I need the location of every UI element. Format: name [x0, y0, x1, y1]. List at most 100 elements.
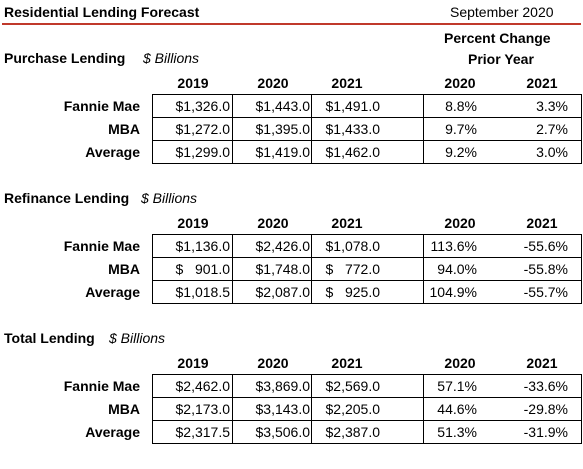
table-border	[311, 375, 312, 444]
section-title: Total Lending	[4, 330, 95, 346]
value-cell: $ 772.0	[325, 261, 381, 277]
column-header-2021: 2021	[331, 355, 363, 371]
pct-cell: -29.8%	[523, 401, 568, 417]
pct-cell: 44.6%	[437, 401, 477, 417]
value-cell: $2,462.0	[175, 378, 231, 394]
report-date: September 2020	[450, 4, 554, 20]
value-cell: $ 901.0	[175, 261, 231, 277]
pct-column-header-2021: 2021	[526, 355, 558, 371]
table-border	[423, 375, 424, 444]
section-title: Purchase Lending	[4, 50, 126, 66]
column-header-2019: 2019	[177, 75, 209, 91]
row-label: Fannie Mae	[63, 238, 140, 254]
pct-cell: 9.7%	[445, 121, 477, 137]
value-cell: $1,748.0	[255, 261, 311, 277]
row-underline	[152, 117, 582, 118]
value-cell: $2,087.0	[255, 284, 311, 300]
pct-cell: 3.3%	[536, 98, 568, 114]
value-cell: $3,506.0	[255, 424, 311, 440]
pct-cell: -33.6%	[523, 378, 568, 394]
row-underline	[152, 443, 582, 444]
value-cell: $1,272.0	[175, 121, 231, 137]
pct-cell: -55.6%	[523, 238, 568, 254]
section-unit: $ Billions	[141, 190, 198, 206]
column-header-2021: 2021	[331, 75, 363, 91]
section-unit: $ Billions	[143, 50, 200, 66]
value-cell: $3,869.0	[255, 378, 311, 394]
column-header-2020: 2020	[257, 75, 289, 91]
row-label: Average	[85, 284, 140, 300]
value-cell: $2,205.0	[325, 401, 381, 417]
header-underline	[152, 94, 582, 95]
value-cell: $1,078.0	[325, 238, 381, 254]
value-cell: $1,443.0	[255, 98, 311, 114]
pct-column-header-2021: 2021	[526, 75, 558, 91]
pct-cell: -31.9%	[523, 424, 568, 440]
value-cell: $1,136.0	[175, 238, 231, 254]
value-cell: $1,018.5	[175, 284, 231, 300]
table-border	[581, 235, 582, 304]
report-title: Residential Lending Forecast	[4, 4, 200, 20]
pct-cell: 2.7%	[536, 121, 568, 137]
pct-cell: 94.0%	[437, 261, 477, 277]
table-border	[152, 95, 153, 164]
pct-cell: 51.3%	[437, 424, 477, 440]
table-border	[311, 95, 312, 164]
table-border	[232, 235, 233, 304]
value-cell: $1,419.0	[255, 144, 311, 160]
value-cell: $1,326.0	[175, 98, 231, 114]
row-label: Average	[85, 424, 140, 440]
row-label: MBA	[108, 261, 140, 277]
value-cell: $1,491.0	[325, 98, 381, 114]
row-label: MBA	[108, 401, 140, 417]
row-label: MBA	[108, 121, 140, 137]
pct-cell: -55.8%	[523, 261, 568, 277]
row-underline	[152, 397, 582, 398]
column-header-2020: 2020	[257, 215, 289, 231]
value-cell: $2,317.5	[175, 424, 231, 440]
pct-column-header-2021: 2021	[526, 215, 558, 231]
pct-cell: -55.7%	[523, 284, 568, 300]
pct-change-header-line2: Prior Year	[468, 51, 534, 67]
table-border	[232, 375, 233, 444]
row-underline	[152, 140, 582, 141]
value-cell: $1,299.0	[175, 144, 231, 160]
value-cell: $ 925.0	[325, 284, 381, 300]
row-underline	[152, 163, 582, 164]
column-header-2019: 2019	[177, 215, 209, 231]
table-border	[423, 235, 424, 304]
section-title: Refinance Lending	[4, 190, 130, 206]
section-unit: $ Billions	[109, 330, 166, 346]
pct-cell: 113.6%	[430, 238, 477, 254]
header-underline	[152, 374, 582, 375]
pct-change-header-line1: Percent Change	[444, 30, 551, 46]
value-cell: $3,143.0	[255, 401, 311, 417]
pct-cell: 8.8%	[445, 98, 477, 114]
value-cell: $2,173.0	[175, 401, 231, 417]
row-underline	[152, 303, 582, 304]
table-border	[152, 235, 153, 304]
table-border	[423, 95, 424, 164]
row-label: Fannie Mae	[63, 378, 140, 394]
pct-cell: 104.9%	[429, 284, 477, 300]
pct-column-header-2020: 2020	[444, 215, 476, 231]
pct-cell: 9.2%	[445, 144, 477, 160]
row-underline	[152, 257, 582, 258]
column-header-2020: 2020	[257, 355, 289, 371]
pct-cell: 3.0%	[536, 144, 568, 160]
row-underline	[152, 280, 582, 281]
pct-cell: 57.1%	[437, 378, 477, 394]
pct-column-header-2020: 2020	[444, 355, 476, 371]
row-label: Average	[85, 144, 140, 160]
table-border	[232, 95, 233, 164]
column-header-2021: 2021	[331, 215, 363, 231]
pct-column-header-2020: 2020	[444, 75, 476, 91]
table-border	[581, 95, 582, 164]
value-cell: $1,433.0	[325, 121, 381, 137]
value-cell: $2,387.0	[325, 424, 381, 440]
value-cell: $2,569.0	[325, 378, 381, 394]
header-underline	[152, 234, 582, 235]
row-label: Fannie Mae	[63, 98, 140, 114]
value-cell: $2,426.0	[255, 238, 311, 254]
title-divider	[2, 23, 581, 25]
